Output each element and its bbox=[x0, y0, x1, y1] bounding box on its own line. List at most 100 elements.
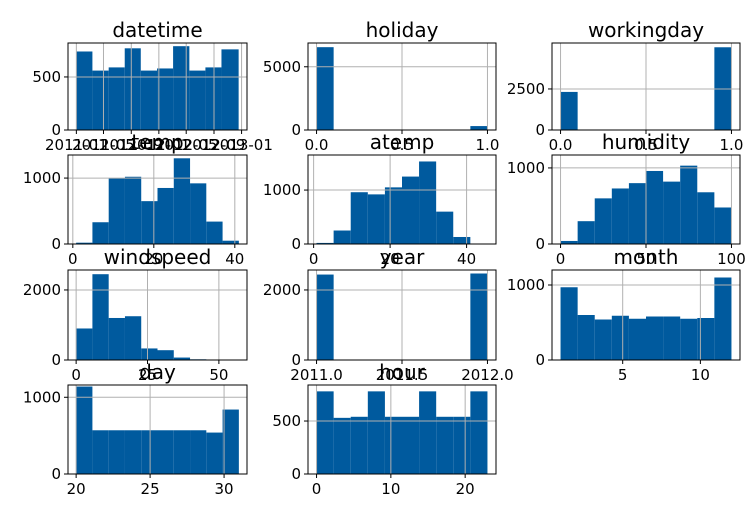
bar bbox=[663, 181, 681, 244]
bar bbox=[333, 417, 351, 474]
bar bbox=[419, 391, 437, 474]
bar bbox=[124, 48, 141, 130]
bar bbox=[189, 70, 206, 130]
x-tick-label: 0 bbox=[556, 250, 566, 268]
bar bbox=[173, 357, 191, 360]
x-tick-label: 20 bbox=[67, 480, 86, 498]
axes-frame bbox=[307, 154, 497, 245]
bar bbox=[173, 46, 190, 131]
x-tick-label: 0 bbox=[71, 366, 81, 384]
x-tick-label: 30 bbox=[215, 480, 234, 498]
bar bbox=[190, 183, 207, 244]
x-tick-label: 2011-01 bbox=[45, 136, 108, 154]
subplot: 5 10 0 1000 month bbox=[507, 245, 741, 384]
axes-frame bbox=[307, 269, 497, 361]
x-tick-label: 40 bbox=[457, 250, 476, 268]
y-tick-label: 1000 bbox=[23, 169, 61, 187]
bar bbox=[453, 236, 471, 244]
bar bbox=[222, 240, 239, 244]
x-tick-label: 20 bbox=[456, 480, 475, 498]
x-tick-label: 50 bbox=[636, 250, 655, 268]
bar bbox=[76, 51, 93, 130]
bar bbox=[714, 277, 732, 360]
y-tick-label: 0 bbox=[291, 235, 301, 253]
bar bbox=[316, 274, 334, 360]
bar bbox=[108, 317, 125, 360]
bar bbox=[141, 348, 158, 360]
y-tick-label: 500 bbox=[32, 68, 61, 86]
bar bbox=[628, 318, 646, 360]
y-tick-label: 5000 bbox=[263, 58, 301, 76]
bar bbox=[453, 416, 471, 474]
bar bbox=[697, 318, 715, 360]
bar bbox=[157, 430, 174, 474]
x-tick-label: 10 bbox=[691, 366, 710, 384]
axes-frame bbox=[551, 154, 741, 245]
bar bbox=[560, 91, 578, 130]
bar bbox=[367, 391, 385, 474]
bar bbox=[560, 287, 578, 360]
bar bbox=[206, 221, 223, 244]
axes-frame bbox=[307, 42, 497, 131]
bar bbox=[157, 68, 174, 130]
x-tick-label: 0.5 bbox=[390, 136, 414, 154]
subplot: 20 25 30 0 1000 day bbox=[23, 360, 248, 498]
subplot-title: datetime bbox=[112, 18, 202, 42]
bar bbox=[124, 176, 142, 244]
bar bbox=[221, 49, 239, 130]
y-tick-label: 1000 bbox=[263, 181, 301, 199]
bar bbox=[222, 409, 239, 474]
bar bbox=[628, 183, 646, 244]
y-tick-label: 500 bbox=[272, 412, 301, 430]
x-tick-label: 100 bbox=[717, 250, 746, 268]
bar bbox=[611, 315, 629, 360]
bar bbox=[384, 187, 402, 244]
bar bbox=[436, 211, 454, 244]
bar bbox=[157, 187, 174, 244]
bar bbox=[190, 430, 207, 474]
subplot-title: day bbox=[139, 360, 176, 384]
axes-frame bbox=[67, 384, 248, 475]
bar bbox=[560, 240, 578, 244]
bar bbox=[470, 273, 488, 360]
bar bbox=[108, 178, 125, 244]
bar bbox=[157, 350, 174, 360]
bar bbox=[663, 316, 681, 360]
subplot-title: hour bbox=[379, 360, 426, 384]
x-tick-label: 2012.0 bbox=[461, 366, 514, 384]
y-tick-label: 0 bbox=[51, 121, 61, 139]
x-tick-label: 0 bbox=[312, 480, 322, 498]
subplot-title: atemp bbox=[370, 130, 435, 154]
bar bbox=[714, 207, 732, 244]
bar bbox=[316, 391, 334, 474]
bar bbox=[76, 242, 93, 244]
bar bbox=[141, 430, 158, 474]
bar bbox=[402, 176, 420, 244]
bar bbox=[350, 416, 368, 474]
bar bbox=[680, 165, 698, 244]
x-tick-label: 2011.0 bbox=[290, 366, 343, 384]
subplot-title: workingday bbox=[588, 18, 704, 42]
subplot: 0.0 0.5 1.0 0 2500 workingday bbox=[507, 18, 744, 154]
y-tick-label: 0 bbox=[51, 465, 61, 483]
subplot: 0 20 40 0 1000 temp bbox=[23, 130, 248, 268]
x-tick-label: 20 bbox=[381, 250, 400, 268]
bar bbox=[141, 201, 158, 244]
y-tick-label: 0 bbox=[535, 235, 545, 253]
subplot-title: humidity bbox=[602, 130, 690, 154]
bar bbox=[92, 274, 109, 360]
bar bbox=[470, 126, 488, 130]
x-tick-label: 20 bbox=[144, 250, 163, 268]
x-tick-label: 25 bbox=[141, 480, 160, 498]
subplot: 0 20 40 0 1000 atemp bbox=[263, 130, 497, 268]
x-tick-label: 2011-05 bbox=[72, 136, 135, 154]
bar bbox=[697, 192, 715, 244]
x-tick-label: 0 bbox=[309, 250, 319, 268]
y-tick-label: 1000 bbox=[23, 388, 61, 406]
x-tick-label: 0.0 bbox=[305, 136, 329, 154]
y-tick-label: 0 bbox=[291, 351, 301, 369]
bar bbox=[436, 416, 454, 474]
subplot: 0 10 20 0 500 hour bbox=[272, 360, 497, 498]
bar bbox=[350, 192, 368, 244]
